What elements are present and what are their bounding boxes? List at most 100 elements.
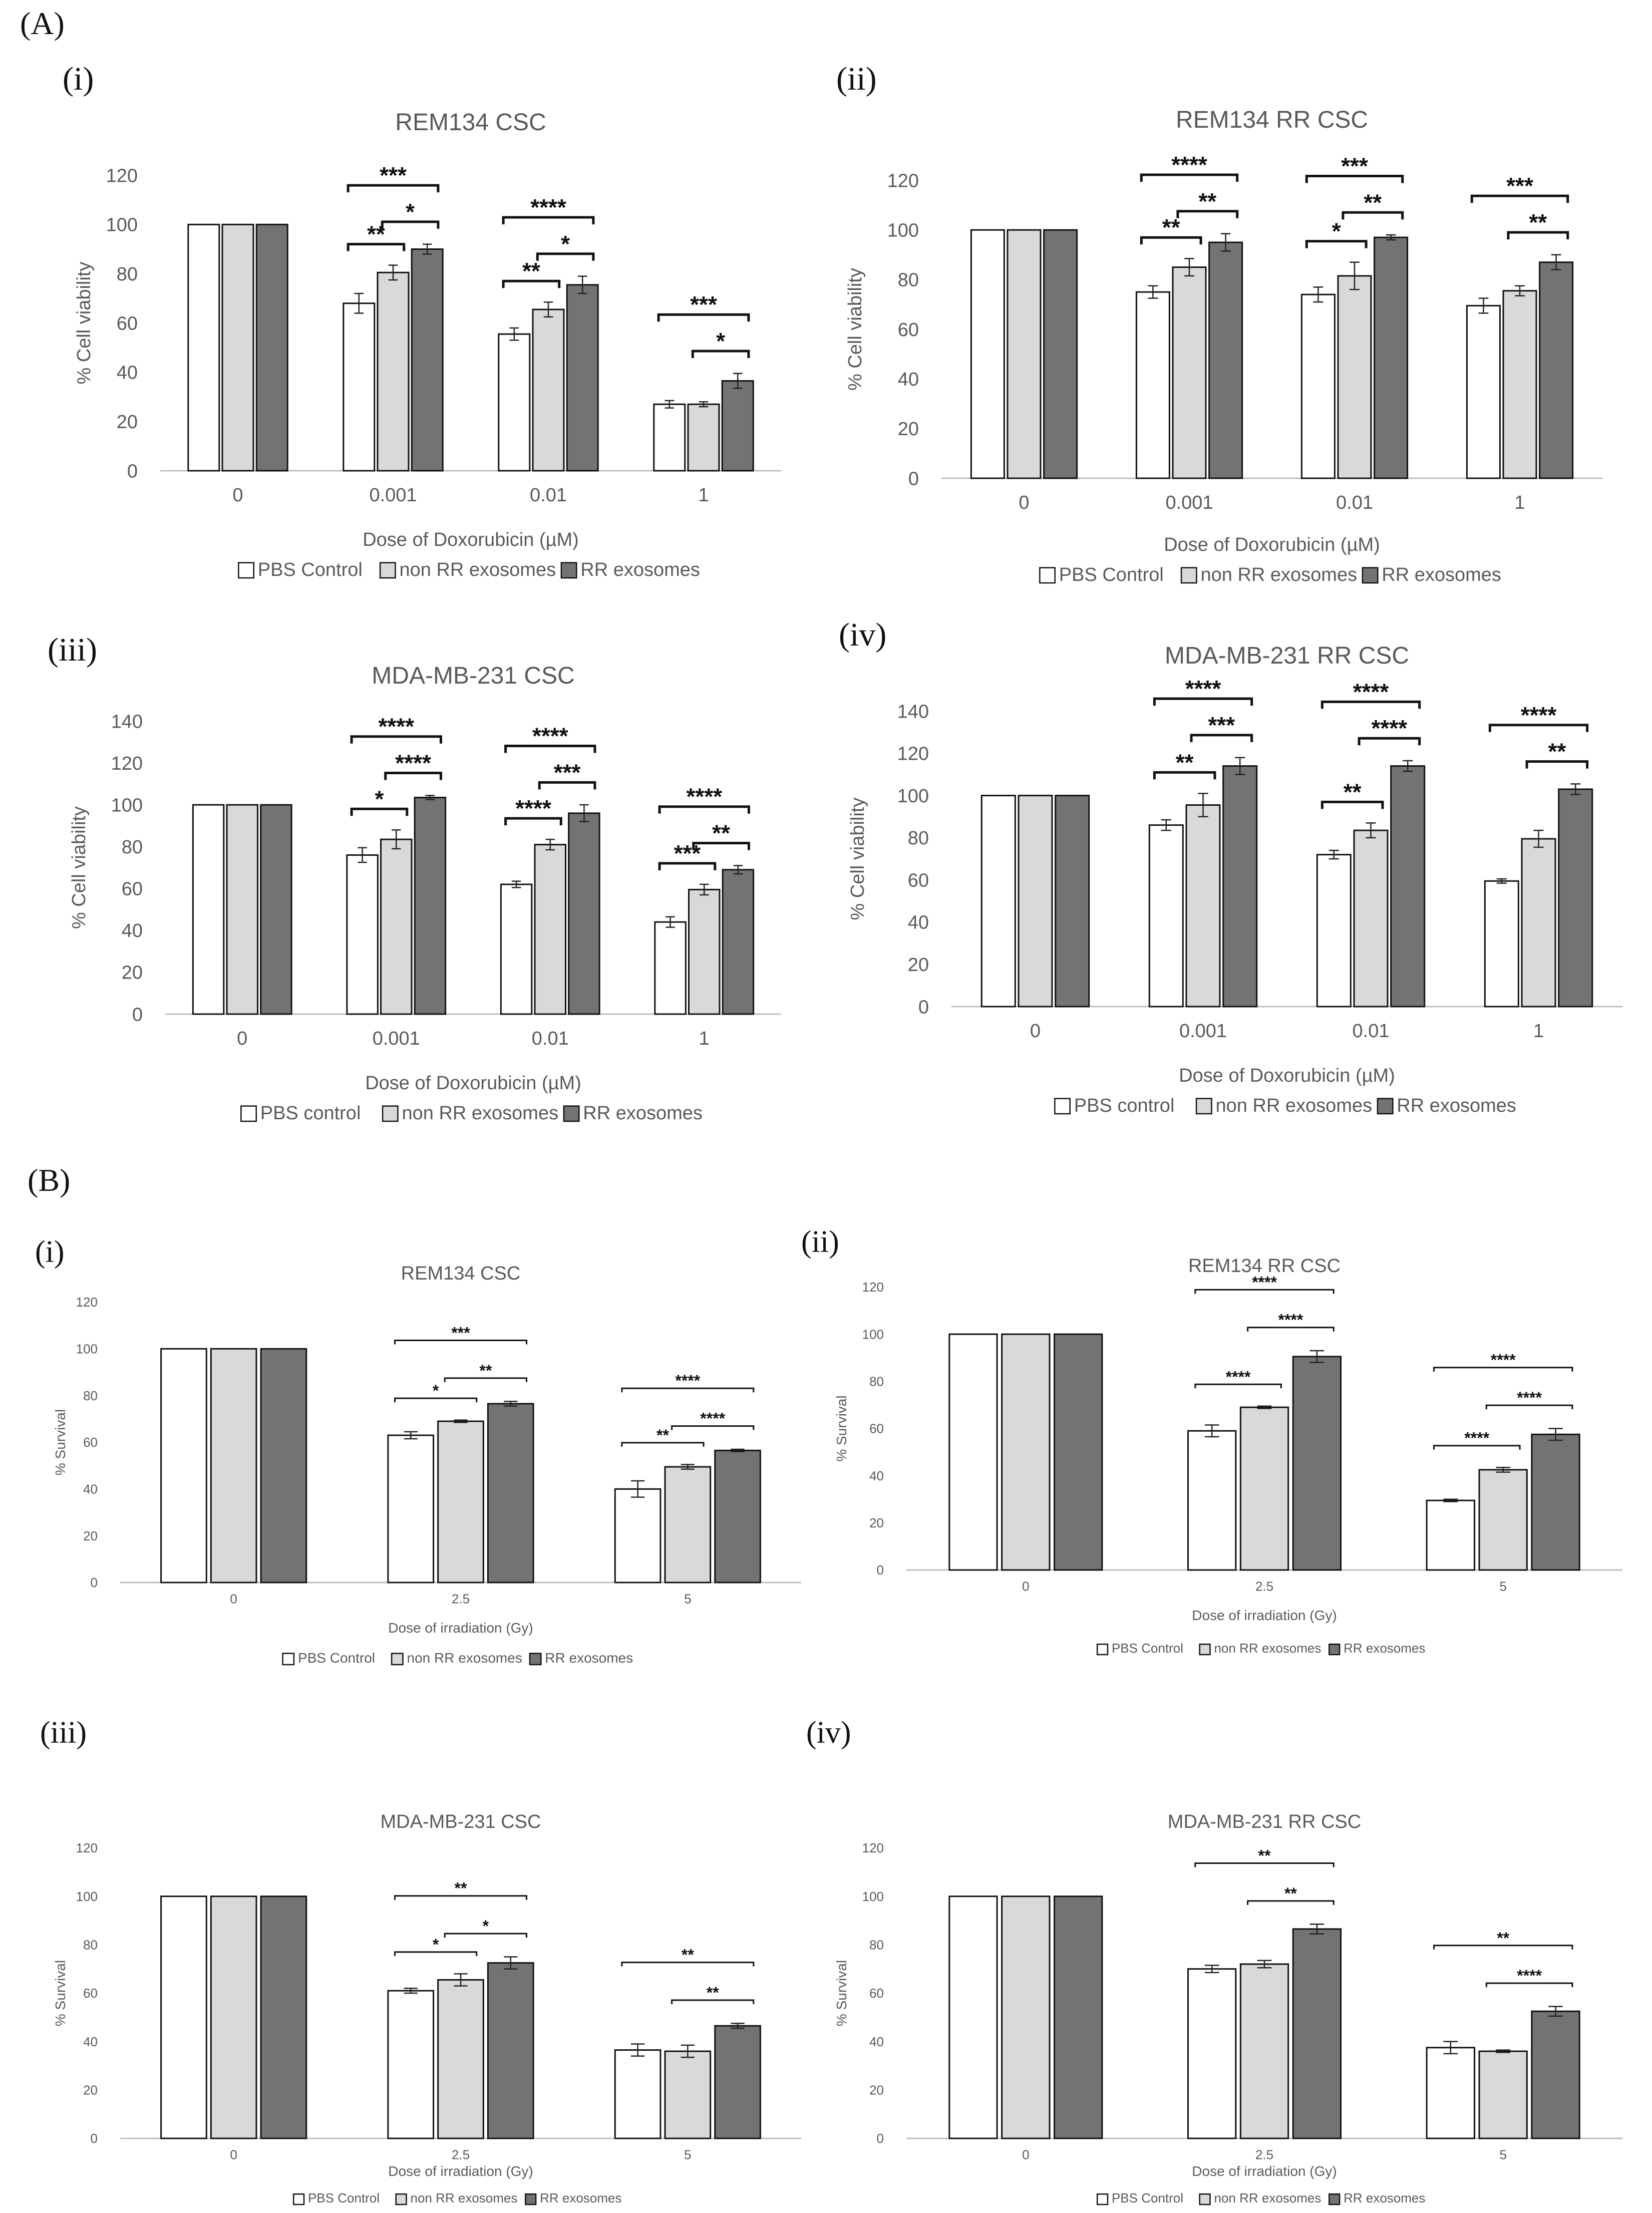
y-tick-label: 120 bbox=[862, 1280, 884, 1295]
significance-bracket bbox=[1190, 734, 1253, 742]
bar bbox=[1187, 1968, 1237, 2139]
bar bbox=[387, 1434, 435, 1584]
y-tick-label: 80 bbox=[898, 270, 919, 291]
significance-label: **** bbox=[686, 784, 722, 810]
x-tick-label: 0 bbox=[237, 1028, 247, 1049]
bar bbox=[688, 888, 721, 1015]
bar bbox=[1466, 304, 1501, 479]
bar bbox=[948, 1333, 998, 1571]
bar bbox=[1148, 824, 1184, 1008]
significance-bracket bbox=[444, 1933, 527, 1938]
y-tick-label: 120 bbox=[106, 165, 138, 186]
significance-label: ** bbox=[1258, 1846, 1271, 1864]
significance-label: **** bbox=[1171, 152, 1207, 178]
legend-label: RR exosomes bbox=[545, 1650, 633, 1666]
significance-bracket bbox=[1525, 760, 1589, 769]
bar bbox=[260, 804, 292, 1015]
y-tick-label: 0 bbox=[918, 997, 929, 1018]
y-tick-label: 40 bbox=[869, 1468, 884, 1483]
legend-swatch bbox=[382, 1105, 399, 1122]
chart-panel-a-ii: (ii) REM134 RR CSC 0 20 40 60 80 100 120 % Cell … bbox=[821, 55, 1622, 591]
bar bbox=[1292, 1928, 1342, 2139]
legend-swatch bbox=[1329, 1643, 1341, 1656]
bar bbox=[1043, 229, 1078, 479]
chart-svg: REM134 RR CSC 0 20 40 60 80 100 120 % Survival 0 2… bbox=[834, 1255, 1622, 1656]
significance-bracket bbox=[1305, 240, 1368, 248]
bar bbox=[1187, 1430, 1237, 1571]
significance-label: * bbox=[433, 1382, 439, 1400]
bar bbox=[1239, 1406, 1289, 1571]
x-tick-label: 0 bbox=[230, 1592, 237, 1607]
bar bbox=[1018, 795, 1053, 1008]
bar bbox=[664, 2050, 712, 2139]
legend-label: non RR exosomes bbox=[1201, 564, 1358, 585]
legend-swatch bbox=[395, 2193, 407, 2205]
bar bbox=[192, 804, 225, 1015]
bar bbox=[1558, 788, 1593, 1008]
legend-label: PBS Control bbox=[1112, 1641, 1183, 1656]
significance-label: ** bbox=[1344, 779, 1362, 805]
legend-swatch bbox=[525, 2193, 537, 2205]
bar bbox=[532, 308, 565, 472]
bar bbox=[1172, 266, 1207, 479]
legend-label: RR exosomes bbox=[1397, 1095, 1516, 1116]
significance-bracket bbox=[1342, 211, 1404, 220]
y-axis-label: % Cell viability bbox=[74, 262, 95, 385]
significance-label: **** bbox=[675, 1372, 700, 1390]
bar bbox=[1055, 795, 1090, 1008]
legend-label: RR exosomes bbox=[583, 1103, 703, 1124]
bar bbox=[1001, 1333, 1051, 1571]
significance-label: *** bbox=[690, 291, 717, 318]
x-tick-label: 0.01 bbox=[530, 485, 567, 506]
legend-swatch bbox=[1195, 1098, 1212, 1115]
significance-bracket bbox=[1194, 1383, 1282, 1389]
legend-label: non RR exosomes bbox=[1214, 2190, 1321, 2205]
chart-title: MDA-MB-231 RR CSC bbox=[1168, 1811, 1361, 1832]
x-tick-label: 0.001 bbox=[1179, 1021, 1227, 1042]
legend-swatch bbox=[1199, 2193, 1211, 2205]
significance-label: *** bbox=[1341, 153, 1368, 179]
bar bbox=[226, 804, 258, 1015]
chart-panel-b-i: (i) REM134 CSC 0 20 40 60 80 100 120 % Survival 0… bbox=[30, 1232, 811, 1673]
significance-label: * bbox=[716, 328, 725, 354]
significance-bracket bbox=[1433, 1445, 1521, 1450]
panel-label: (iii) bbox=[48, 631, 97, 668]
significance-label: *** bbox=[380, 162, 407, 188]
y-tick-label: 20 bbox=[122, 963, 143, 984]
y-axis-label: % Survival bbox=[53, 1409, 68, 1475]
chart-panel-a-iv: (iv) MDA-MB-231 RR CSC 0 20 40 60 80 100 120 140… bbox=[831, 611, 1632, 1137]
significance-label: ** bbox=[1176, 749, 1194, 775]
legend-swatch bbox=[1180, 567, 1197, 584]
legend-swatch bbox=[240, 1105, 257, 1122]
bar bbox=[1001, 1895, 1051, 2139]
y-tick-label: 0 bbox=[127, 461, 138, 482]
significance-label: **** bbox=[532, 723, 568, 749]
significance-label: ** bbox=[707, 1984, 719, 2002]
bar bbox=[1353, 829, 1389, 1008]
bar bbox=[566, 284, 599, 472]
significance-label: **** bbox=[1372, 715, 1408, 741]
significance-bracket bbox=[350, 735, 442, 744]
y-tick-label: 120 bbox=[76, 1840, 98, 1855]
significance-label: *** bbox=[1208, 712, 1235, 738]
significance-bracket bbox=[621, 1442, 705, 1447]
significance-bracket bbox=[621, 1387, 755, 1393]
significance-label: ** bbox=[1284, 1884, 1297, 1903]
x-axis-label: Dose of Doxorubicin (µM) bbox=[1164, 534, 1380, 555]
bar bbox=[1390, 765, 1426, 1008]
y-tick-label: 60 bbox=[117, 313, 138, 334]
panel-label: (iii) bbox=[40, 1716, 87, 1750]
significance-bracket bbox=[502, 216, 595, 224]
chart-title: REM134 RR CSC bbox=[1188, 1255, 1341, 1277]
bar bbox=[1316, 854, 1352, 1008]
y-tick-label: 0 bbox=[91, 1575, 98, 1590]
legend-swatch bbox=[1039, 567, 1056, 584]
y-tick-label: 60 bbox=[908, 870, 929, 891]
legend-swatch bbox=[1096, 1643, 1109, 1656]
chart-title: MDA-MB-231 RR CSC bbox=[1165, 643, 1409, 669]
legend-swatch bbox=[563, 1105, 580, 1122]
significance-bracket bbox=[671, 1425, 755, 1430]
significance-label: * bbox=[483, 1917, 489, 1935]
panel-label: (ii) bbox=[836, 61, 877, 97]
legend-swatch bbox=[1329, 2193, 1341, 2205]
